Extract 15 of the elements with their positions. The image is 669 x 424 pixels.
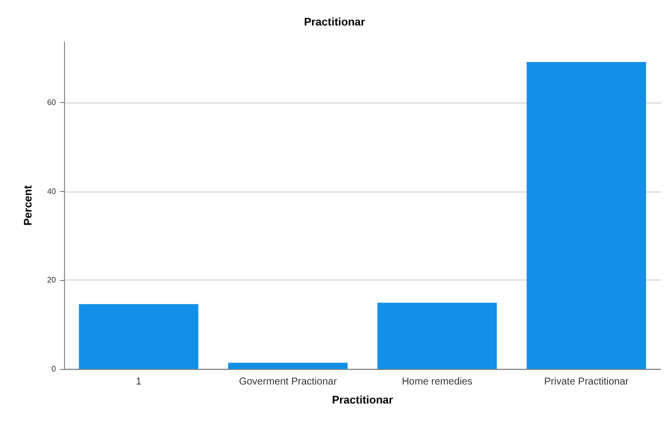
bar: [78, 304, 198, 369]
y-tick-label: 20: [47, 276, 57, 285]
x-tick-label: Home remedies: [402, 376, 472, 388]
x-tick-label: Goverment Practionar: [238, 376, 338, 388]
x-tick-label: 1: [136, 376, 142, 388]
bar: [526, 62, 646, 369]
y-tick-label: 40: [47, 186, 57, 196]
bar: [228, 362, 348, 369]
bar: [377, 302, 497, 369]
y-axis-title: Percent: [22, 184, 34, 226]
x-axis-title: Practitionar: [332, 394, 394, 406]
chart-title: Practitionar: [304, 16, 366, 28]
x-tick-label: Private Practitionar: [544, 376, 630, 388]
y-tick-label: 0: [52, 364, 57, 374]
y-tick-label: 60: [47, 98, 57, 107]
